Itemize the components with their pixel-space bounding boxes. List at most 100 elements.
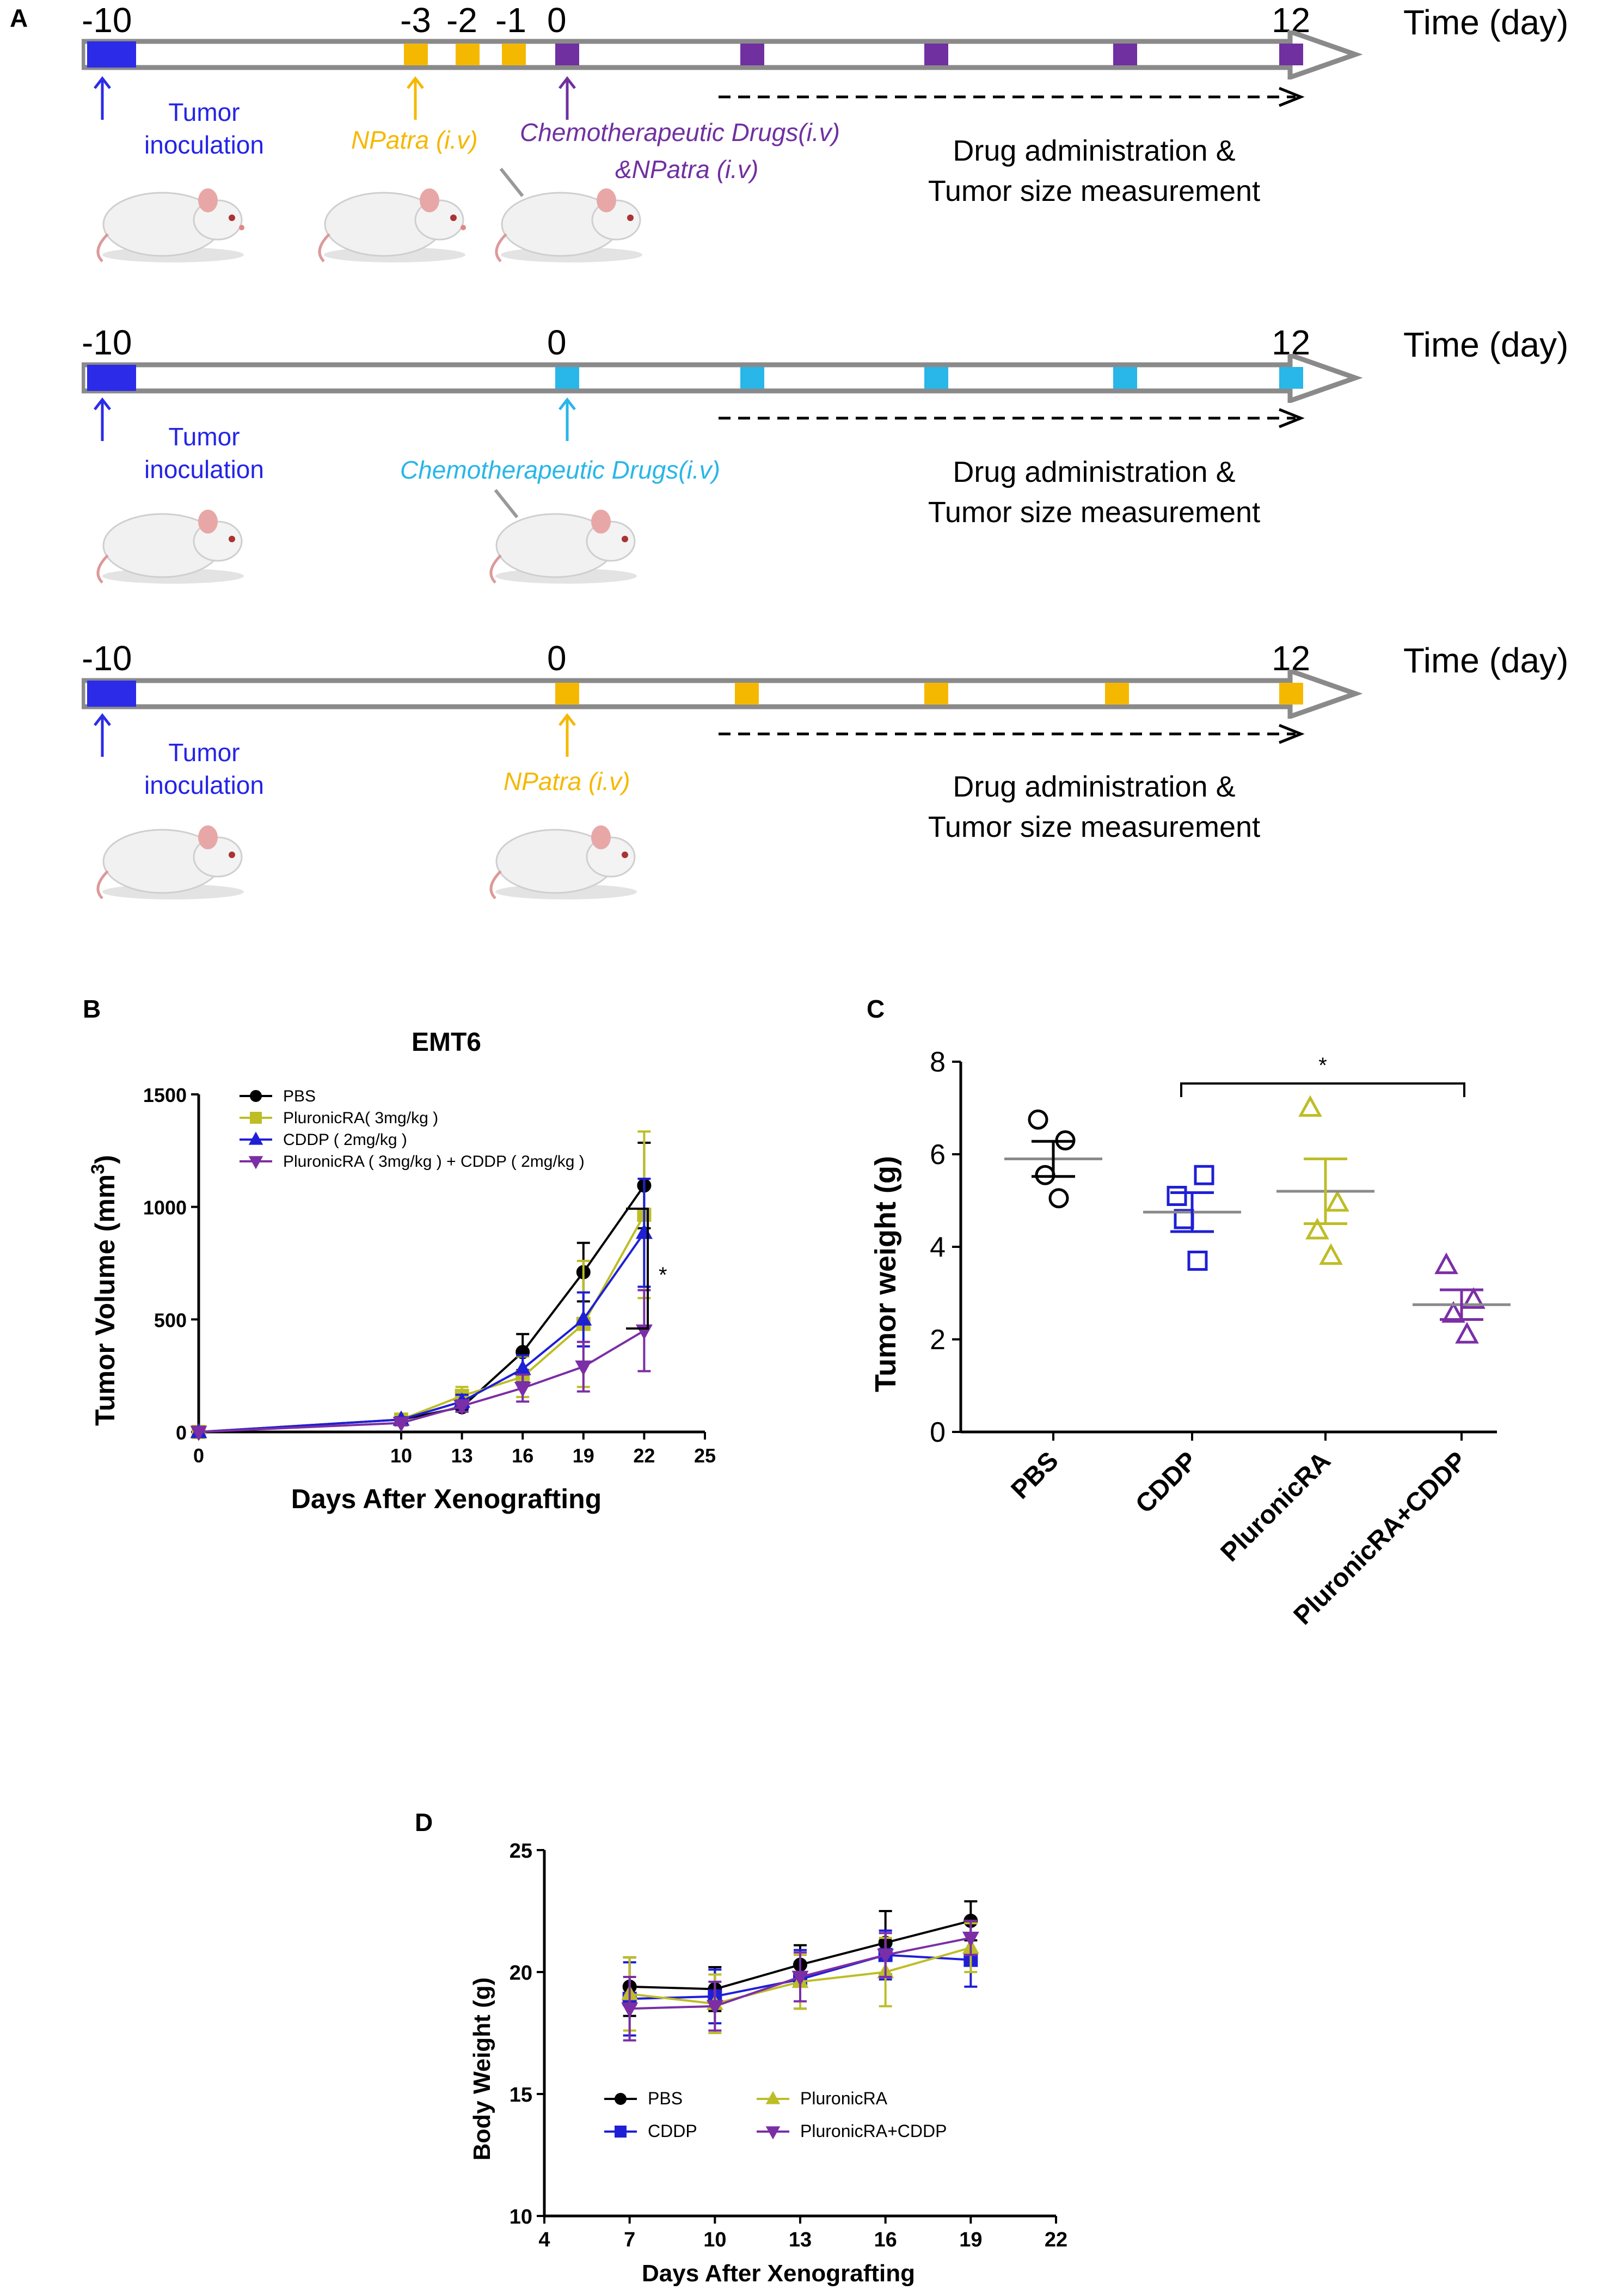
- timeline-annotations-1: [94, 76, 1305, 120]
- legend-label: PluronicRA+CDDP: [800, 2121, 947, 2141]
- data-point: [190, 1425, 207, 1441]
- y-tick-label: 10: [510, 2206, 532, 2228]
- panel-label-a: A: [10, 4, 28, 32]
- timeline-bar: [82, 30, 1363, 79]
- data-point: [706, 2000, 723, 2016]
- y-tick-label: 8: [930, 1046, 946, 1078]
- legend-label: CDDP: [648, 2121, 697, 2141]
- timeline-start-label: -10: [82, 323, 132, 362]
- mouse-illustration: [489, 825, 637, 899]
- legend-item: PluronicRA+CDDP: [757, 2121, 947, 2141]
- timeline-bar: [82, 670, 1363, 719]
- panel-label-b: B: [83, 995, 101, 1023]
- timeline-day-label: 0: [547, 1, 567, 40]
- np-atra-label: NPatra (i.v): [351, 126, 478, 154]
- pretreatment-arrow: [407, 76, 424, 120]
- data-point: [962, 1931, 979, 1948]
- admin-label-line: Tumor size measurement: [928, 175, 1261, 207]
- data-point: [392, 1417, 410, 1432]
- x-tick-label: 13: [451, 1444, 473, 1467]
- legend-marker: [615, 2093, 627, 2105]
- legend-marker: [248, 1156, 263, 1170]
- data-point: [1048, 1188, 1069, 1209]
- group-PluronicRA+CDDP: [1413, 1252, 1511, 1344]
- data-point: [791, 1970, 809, 1986]
- significance-star: *: [1318, 1054, 1327, 1077]
- chemo-arrow: [558, 397, 576, 441]
- x-tick-label: 10: [703, 2228, 726, 2251]
- dose-marker: [555, 367, 579, 389]
- dose-marker: [740, 44, 764, 65]
- dose-marker: [1279, 44, 1303, 65]
- legend-marker: [248, 1131, 263, 1145]
- legend-marker: [765, 2126, 781, 2140]
- y-axis-title: Tumor Volume (mm3): [88, 1155, 120, 1426]
- panel-label-d: D: [415, 1808, 433, 1836]
- pretreatment-marker: [404, 44, 428, 65]
- x-tick-label: 22: [633, 1444, 655, 1467]
- data-point: [575, 1360, 592, 1376]
- y-tick-label: 0: [930, 1417, 946, 1448]
- data-point: [1441, 1301, 1465, 1323]
- dose-marker: [1279, 683, 1303, 705]
- data-point: [453, 1400, 471, 1416]
- dose-marker: [555, 44, 579, 65]
- timeline-arrow-1: [82, 30, 1363, 79]
- series-line: [198, 1330, 645, 1433]
- y-tick-label: 2: [930, 1324, 946, 1356]
- admin-dashed-arrow: [719, 724, 1305, 744]
- data-point: [1187, 1251, 1208, 1271]
- time-axis-label: Time (day): [1403, 325, 1569, 364]
- y-axis-title-main: Tumor Volume (mm: [90, 1174, 120, 1426]
- drug-admin-label: Drug administration & Tumor size measure…: [887, 131, 1301, 211]
- np-atra-label: NPatra (i.v): [504, 767, 630, 795]
- pretreatment-marker: [456, 44, 480, 65]
- x-tick-label: 10: [390, 1444, 412, 1467]
- dose-marker: [1105, 683, 1129, 705]
- legend-marker: [765, 2091, 781, 2104]
- legend-item: PluronicRA ( 3mg/kg ) + CDDP ( 2mg/kg ): [240, 1153, 585, 1171]
- timeline-annotations-2: [94, 397, 1305, 441]
- tumor-label-line: inoculation: [144, 771, 264, 799]
- legend-label: PluronicRA ( 3mg/kg ) + CDDP ( 2mg/kg ): [283, 1153, 585, 1171]
- data-point: [1194, 1165, 1214, 1185]
- x-tick-label: 25: [694, 1444, 716, 1467]
- group-PluronicRA: [1276, 1095, 1374, 1265]
- tumor-label-line: Tumor: [168, 98, 240, 126]
- y-tick-label: 4: [930, 1232, 946, 1263]
- dose-marker: [924, 683, 948, 705]
- x-axis-title: Days After Xenografting: [642, 2260, 915, 2287]
- tumor-inoculation-label: Tumor inoculation: [136, 420, 272, 486]
- legend-item: PBS: [240, 1087, 316, 1105]
- x-tick-label: 22: [1045, 2228, 1067, 2251]
- admin-label-line: Tumor size measurement: [928, 496, 1261, 529]
- significance-star: *: [659, 1263, 667, 1287]
- chemo-drug-label: Chemotherapeutic Drugs(i.v): [400, 456, 721, 484]
- admin-dashed-arrow: [719, 408, 1305, 428]
- dose-marker: [924, 44, 948, 65]
- mouse-illustration: [318, 188, 466, 262]
- timeline-day-label: 0: [547, 639, 567, 678]
- admin-label-line: Drug administration &: [953, 456, 1236, 488]
- y-axis-title: Body Weight (g): [469, 1977, 495, 2160]
- legend-marker: [250, 1090, 262, 1102]
- y-tick-label: 20: [510, 1962, 532, 1985]
- drug-admin-label: Drug administration & Tumor size measure…: [887, 452, 1301, 532]
- admin-dashed-arrow: [719, 87, 1305, 107]
- legend-label: PBS: [648, 2089, 683, 2108]
- data-point: [621, 2002, 639, 2018]
- data-point: [1455, 1321, 1479, 1344]
- y-axis-title: Tumor weight (g): [869, 1156, 902, 1392]
- x-tick-label: 19: [573, 1444, 594, 1467]
- significance-bracket: *: [626, 1208, 667, 1330]
- dose-marker: [555, 683, 579, 705]
- chemo-drug-label: Chemotherapeutic Drugs(i.v): [520, 118, 840, 146]
- legend-item: CDDP: [604, 2121, 697, 2141]
- admin-label-line: Drug administration &: [953, 134, 1236, 167]
- dose-marker: [740, 367, 764, 389]
- data-point: [1434, 1252, 1458, 1275]
- series-CDDP ( 2mg/kg ): [190, 1178, 653, 1438]
- tumor-volume-chart: EMT6 Days After Xenografting Tumor Volum…: [88, 1028, 716, 1514]
- legend-marker: [250, 1112, 262, 1124]
